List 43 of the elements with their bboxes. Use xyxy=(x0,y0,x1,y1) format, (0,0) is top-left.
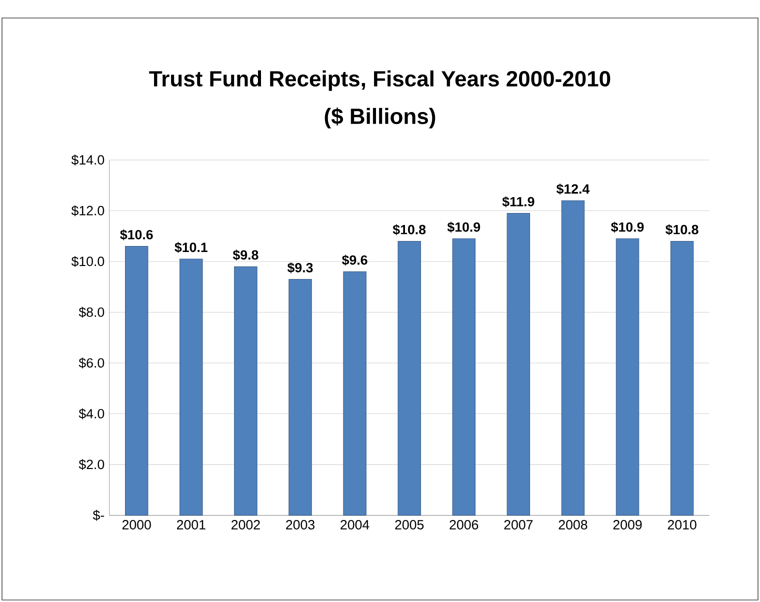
x-tick-label: 2009 xyxy=(613,520,642,530)
bar xyxy=(398,240,421,516)
x-tick-label: 2006 xyxy=(450,520,478,530)
x-tick-label: 2002 xyxy=(232,520,260,530)
data-label: $10.8 xyxy=(666,224,698,236)
x-tick-label: 2004 xyxy=(340,520,370,530)
y-tick-label: $6.0 xyxy=(78,358,104,368)
bar xyxy=(343,271,366,516)
bar xyxy=(670,240,694,516)
y-tick-label: $4.0 xyxy=(78,408,104,420)
data-label: $10.1 xyxy=(174,242,208,253)
y-tick-label: $12.0 xyxy=(71,205,104,216)
y-tick-label: $8.0 xyxy=(78,306,104,318)
bar xyxy=(125,246,148,516)
x-tick-label: 2010 xyxy=(668,520,696,530)
y-tick-label: $- xyxy=(92,510,104,521)
data-label: $11.9 xyxy=(502,196,534,208)
bar xyxy=(506,213,530,516)
y-tick-label: $14.0 xyxy=(71,154,104,166)
y-tick-label: $2.0 xyxy=(78,459,104,470)
bar xyxy=(616,238,640,516)
bar xyxy=(452,238,476,516)
chart-subtitle: ($ Billions) xyxy=(324,108,436,128)
x-tick-label: 2005 xyxy=(395,520,424,530)
y-tick-label: $10.0 xyxy=(71,256,104,267)
x-tick-label: 2007 xyxy=(504,520,533,530)
data-label: $9.6 xyxy=(342,254,368,266)
data-label: $9.3 xyxy=(287,262,313,274)
bar xyxy=(288,279,312,516)
data-label: $10.9 xyxy=(611,222,644,233)
x-tick-label: 2003 xyxy=(286,520,314,530)
bar xyxy=(234,266,258,516)
data-label: $9.8 xyxy=(232,250,258,261)
data-label: $10.8 xyxy=(392,224,426,236)
chart-title: Trust Fund Receipts, Fiscal Years 2000-2010 xyxy=(149,70,610,91)
data-label: $10.9 xyxy=(447,222,480,233)
data-label: $10.6 xyxy=(120,229,153,240)
x-tick-label: 2008 xyxy=(558,520,588,530)
bar xyxy=(180,258,203,516)
bar xyxy=(561,200,585,516)
x-tick-label: 2000 xyxy=(122,520,151,530)
data-label: $12.4 xyxy=(556,184,590,195)
x-tick-label: 2001 xyxy=(176,520,206,530)
